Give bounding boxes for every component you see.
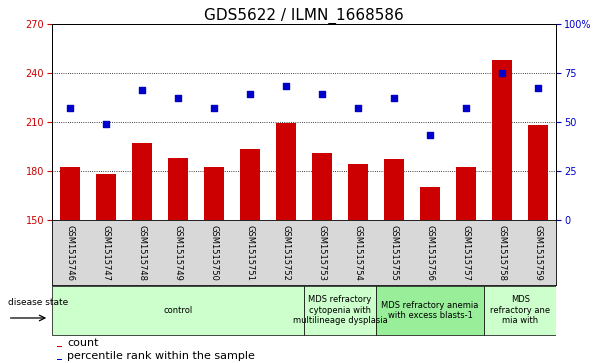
Text: count: count: [67, 338, 98, 348]
Text: GSM1515752: GSM1515752: [282, 225, 291, 281]
Bar: [492, 60, 512, 220]
Text: GSM1515759: GSM1515759: [534, 225, 543, 281]
Text: GSM1515747: GSM1515747: [102, 225, 110, 281]
Text: control: control: [163, 306, 193, 315]
Point: [317, 91, 327, 97]
Bar: [384, 159, 404, 220]
Point: [245, 91, 255, 97]
Point: [389, 95, 399, 101]
FancyBboxPatch shape: [376, 286, 484, 335]
Bar: [420, 187, 440, 220]
Point: [209, 105, 219, 111]
FancyBboxPatch shape: [52, 286, 304, 335]
Point: [65, 105, 75, 111]
Point: [137, 87, 147, 93]
FancyBboxPatch shape: [484, 286, 556, 335]
Text: GSM1515746: GSM1515746: [65, 225, 74, 281]
Bar: [240, 150, 260, 220]
Text: GSM1515753: GSM1515753: [317, 225, 326, 281]
Point: [173, 95, 183, 101]
Point: [426, 132, 435, 138]
Point: [101, 121, 111, 126]
Point: [353, 105, 363, 111]
Bar: [60, 167, 80, 220]
FancyBboxPatch shape: [304, 286, 376, 335]
Title: GDS5622 / ILMN_1668586: GDS5622 / ILMN_1668586: [204, 7, 404, 24]
Bar: [456, 167, 476, 220]
Point: [461, 105, 471, 111]
Bar: [204, 167, 224, 220]
Bar: [168, 158, 188, 220]
Bar: [57, 359, 62, 360]
Bar: [348, 164, 368, 220]
Text: GSM1515750: GSM1515750: [209, 225, 218, 281]
Text: GSM1515755: GSM1515755: [390, 225, 399, 281]
Text: MDS refractory
cytopenia with
multilineage dysplasia: MDS refractory cytopenia with multilinea…: [292, 295, 387, 325]
Bar: [132, 143, 152, 220]
Text: MDS refractory anemia
with excess blasts-1: MDS refractory anemia with excess blasts…: [381, 301, 479, 320]
Bar: [528, 125, 548, 220]
Point: [497, 70, 507, 76]
Bar: [312, 152, 332, 220]
Point: [281, 83, 291, 89]
Text: GSM1515748: GSM1515748: [137, 225, 147, 281]
Text: GSM1515751: GSM1515751: [246, 225, 254, 281]
Point: [533, 85, 543, 91]
Text: GSM1515757: GSM1515757: [461, 225, 471, 281]
Bar: [57, 346, 62, 347]
Text: disease state: disease state: [8, 298, 68, 307]
Text: GSM1515758: GSM1515758: [498, 225, 506, 281]
Text: MDS
refractory ane
mia with: MDS refractory ane mia with: [490, 295, 550, 325]
Bar: [276, 123, 296, 220]
Text: GSM1515756: GSM1515756: [426, 225, 435, 281]
Text: GSM1515749: GSM1515749: [173, 225, 182, 281]
Bar: [96, 174, 116, 220]
Text: percentile rank within the sample: percentile rank within the sample: [67, 351, 255, 362]
Text: GSM1515754: GSM1515754: [354, 225, 362, 281]
